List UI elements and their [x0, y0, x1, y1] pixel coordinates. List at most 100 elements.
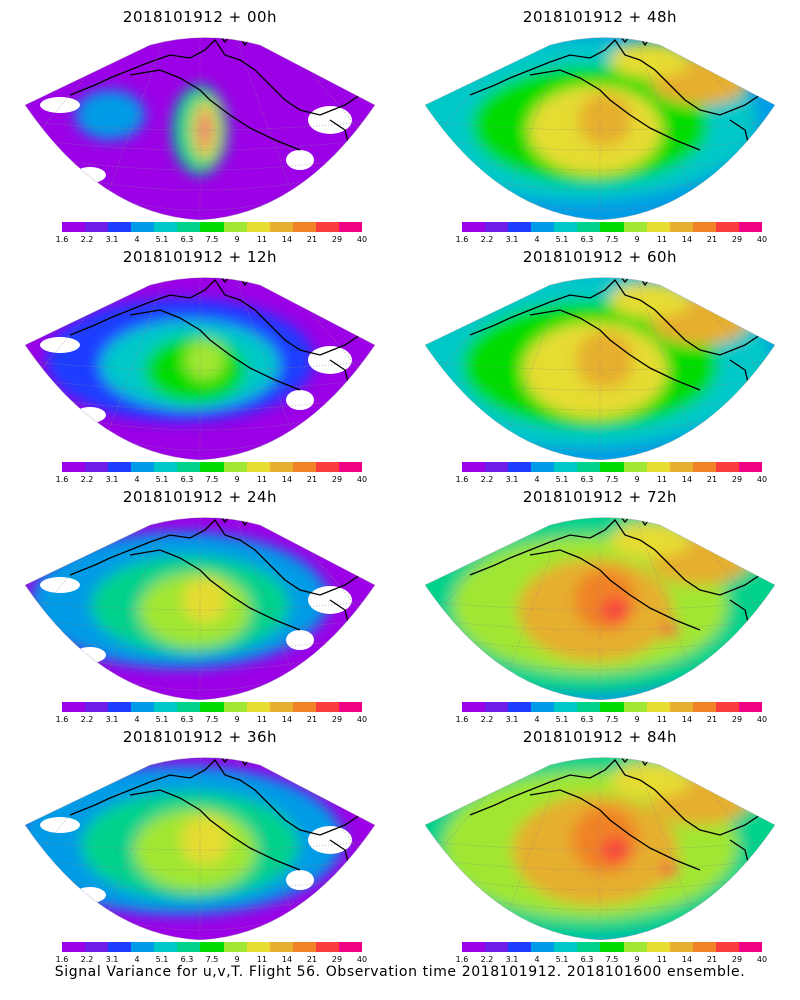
- colorbar-labels: 1.6 2.2 3.1 4 5.1 6.3 7.5 9 11 14 21 29 40: [400, 235, 800, 245]
- colorbar-tick-label: 2.2: [480, 235, 494, 244]
- colorbar-swatch: [246, 702, 270, 712]
- colorbar-tick-label: 6.3: [580, 955, 594, 964]
- colorbar-swatch: [315, 702, 339, 712]
- colorbar-tick-label: 7.5: [205, 715, 219, 724]
- colorbar-swatch: [338, 222, 363, 232]
- colorbar-swatch: [200, 222, 224, 232]
- colorbar-swatch: [108, 462, 132, 472]
- colorbar-swatch: [177, 462, 201, 472]
- colorbar-swatch: [200, 462, 224, 472]
- colorbar-tick-label: 9: [634, 955, 640, 964]
- colorbar-tick-label: 14: [281, 475, 293, 484]
- colorbar-tick-label: 11: [656, 955, 668, 964]
- colorbar-swatch: [485, 702, 509, 712]
- colorbar-tick-label: 1.6: [455, 475, 469, 484]
- colorbar-swatch: [485, 222, 509, 232]
- colorbar-swatch: [462, 462, 486, 472]
- colorbar-swatch: [715, 702, 739, 712]
- colorbar-swatch: [338, 942, 363, 952]
- colorbar-tick-label: 2.2: [80, 715, 94, 724]
- colorbar-tick-label: 9: [234, 235, 240, 244]
- colorbar-tick-label: 40: [756, 475, 768, 484]
- colorbar-tick-label: 21: [706, 475, 718, 484]
- colorbar-tick-label: 5.1: [155, 235, 169, 244]
- colorbar: [462, 942, 763, 952]
- colorbar-tick-label: 29: [731, 715, 743, 724]
- colorbar-labels: 1.6 2.2 3.1 4 5.1 6.3 7.5 9 11 14 21 29 40: [0, 235, 400, 245]
- colorbar-swatch: [246, 462, 270, 472]
- colorbar: [62, 462, 363, 472]
- colorbar-swatch: [200, 942, 224, 952]
- colorbar-swatch: [338, 702, 363, 712]
- colorbar-swatch: [623, 222, 647, 232]
- colorbar-swatch: [531, 942, 555, 952]
- colorbar-swatch: [531, 222, 555, 232]
- colorbar-tick-label: 4: [534, 235, 540, 244]
- forecast-panel: 2018101912 + 72h 1.6 2.2 3.1 4 5.1 6.3 7.5 9 11 14…: [400, 480, 800, 724]
- colorbar-swatch: [692, 942, 716, 952]
- colorbar-tick-label: 6.3: [180, 475, 194, 484]
- colorbar-swatch: [338, 462, 363, 472]
- colorbar-swatch: [646, 222, 670, 232]
- colorbar-swatch: [62, 222, 86, 232]
- colorbar-swatch: [554, 702, 578, 712]
- colorbar-swatch: [715, 942, 739, 952]
- colorbar: [62, 222, 363, 232]
- colorbar-swatch: [669, 222, 693, 232]
- colorbar-tick-label: 6.3: [180, 235, 194, 244]
- colorbar-swatch: [223, 702, 247, 712]
- variance-map: [424, 277, 776, 460]
- colorbar-tick-label: 2.2: [480, 715, 494, 724]
- colorbar-tick-label: 29: [731, 235, 743, 244]
- colorbar-swatch: [508, 462, 532, 472]
- colorbar-swatch: [154, 942, 178, 952]
- colorbar-swatch: [177, 702, 201, 712]
- colorbar-swatch: [223, 462, 247, 472]
- colorbar-tick-label: 7.5: [205, 475, 219, 484]
- colorbar-swatch: [715, 462, 739, 472]
- colorbar-tick-label: 14: [681, 715, 693, 724]
- forecast-panel: 2018101912 + 12h 1.6 2.2 3.1 4 5.1 6.3 7.5 9 11 14…: [0, 240, 400, 484]
- colorbar-tick-label: 21: [306, 955, 318, 964]
- colorbar-swatch: [223, 942, 247, 952]
- colorbar-swatch: [292, 462, 316, 472]
- colorbar-swatch: [462, 222, 486, 232]
- colorbar-swatch: [554, 462, 578, 472]
- colorbar-swatch: [269, 222, 293, 232]
- colorbar-swatch: [485, 462, 509, 472]
- colorbar-tick-label: 3.1: [105, 955, 119, 964]
- colorbar-tick-label: 1.6: [455, 715, 469, 724]
- colorbar-swatch: [315, 222, 339, 232]
- colorbar-tick-label: 21: [706, 715, 718, 724]
- colorbar-tick-label: 21: [306, 475, 318, 484]
- colorbar-tick-label: 5.1: [555, 955, 569, 964]
- colorbar-tick-label: 14: [681, 235, 693, 244]
- colorbar-labels: 1.6 2.2 3.1 4 5.1 6.3 7.5 9 11 14 21 29 40: [0, 475, 400, 485]
- colorbar-tick-label: 7.5: [205, 955, 219, 964]
- colorbar-swatch: [738, 462, 763, 472]
- colorbar-swatch: [131, 942, 155, 952]
- colorbar-swatch: [531, 702, 555, 712]
- panel-title: 2018101912 + 72h: [522, 488, 678, 506]
- colorbar-swatch: [554, 222, 578, 232]
- colorbar-swatch: [246, 942, 270, 952]
- colorbar-tick-label: 1.6: [455, 955, 469, 964]
- colorbar-tick-label: 3.1: [105, 475, 119, 484]
- colorbar-tick-label: 40: [756, 955, 768, 964]
- colorbar-swatch: [508, 702, 532, 712]
- colorbar-swatch: [131, 222, 155, 232]
- panel-title: 2018101912 + 60h: [522, 248, 678, 266]
- variance-map: [24, 277, 376, 460]
- colorbar-tick-label: 3.1: [505, 235, 519, 244]
- forecast-panel: 2018101912 + 48h 1.6 2.2 3.1 4 5.1 6.3 7.5 9 11 14…: [400, 0, 800, 244]
- colorbar-tick-label: 14: [681, 955, 693, 964]
- colorbar-swatch: [177, 942, 201, 952]
- colorbar-tick-label: 5.1: [555, 715, 569, 724]
- forecast-panel: 2018101912 + 84h 1.6 2.2 3.1 4 5.1 6.3 7.5 9 11 14…: [400, 720, 800, 964]
- forecast-panel: 2018101912 + 24h 1.6 2.2 3.1 4 5.1 6.3 7.5 9 11 14…: [0, 480, 400, 724]
- colorbar-tick-label: 4: [134, 715, 140, 724]
- colorbar-tick-label: 3.1: [505, 715, 519, 724]
- colorbar-tick-label: 6.3: [580, 475, 594, 484]
- colorbar-tick-label: 21: [706, 235, 718, 244]
- figure-caption: Signal Variance for u,v,T. Flight 56. Ob…: [54, 964, 746, 980]
